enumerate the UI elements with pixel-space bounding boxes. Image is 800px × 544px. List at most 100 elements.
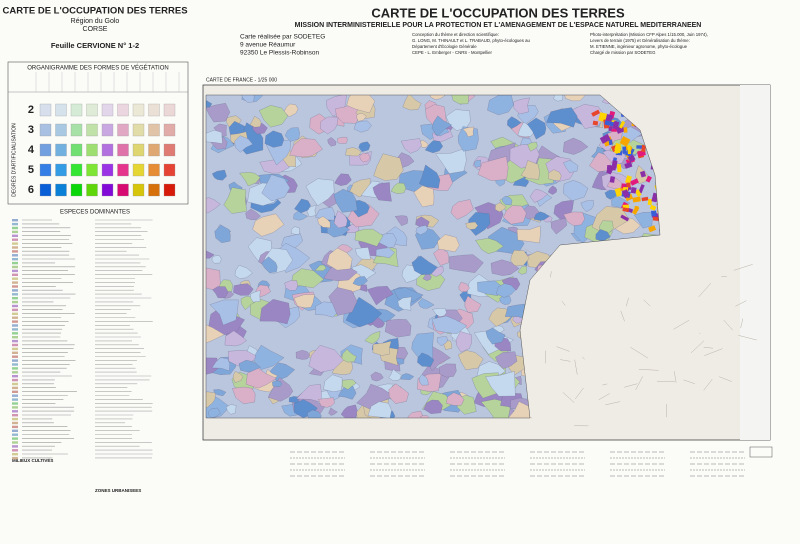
legend-swatch: [70, 143, 83, 157]
vegetation-patch: [595, 229, 611, 242]
list-swatch: [12, 429, 18, 432]
vegetation-patch: [580, 200, 594, 212]
list-swatch: [12, 367, 18, 370]
vegetation-patch: [334, 173, 352, 186]
vegetation-patch: [213, 123, 227, 137]
coastal-patch: [611, 128, 617, 132]
vegetation-patch: [388, 383, 409, 404]
vegetation-patch: [254, 345, 285, 370]
legend-swatch: [148, 103, 160, 117]
vegetation-patch: [437, 234, 460, 253]
vegetation-patch: [496, 283, 516, 298]
road: [625, 297, 629, 307]
vegetation-patch: [259, 105, 289, 128]
vegetation-patch: [239, 172, 261, 187]
coastal-patch: [627, 154, 636, 163]
vegetation-patch: [449, 254, 484, 273]
vegetation-patch: [457, 126, 479, 152]
vegetation-patch: [375, 247, 395, 259]
science-line: Département d'Écologie Générale: [412, 44, 477, 49]
science-line: Conception du thème et direction scienti…: [412, 32, 499, 37]
vegetation-patch: [436, 336, 449, 346]
vegetation-patch: [384, 319, 412, 338]
vegetation-patch: [438, 363, 457, 378]
list-swatch: [12, 258, 18, 261]
legend-swatch: [117, 103, 129, 117]
map-label: CARTE DE FRANCE - 1/25 000: [206, 77, 277, 83]
list-swatch: [12, 456, 18, 460]
road: [638, 369, 659, 371]
vegetation-patch: [370, 371, 384, 382]
vegetation-patch: [284, 127, 300, 142]
vegetation-patch: [477, 156, 509, 181]
vegetation-patch: [563, 211, 585, 226]
list-swatch: [12, 378, 18, 382]
legend-swatch: [55, 183, 67, 197]
list-swatch: [12, 250, 18, 253]
list-swatch: [12, 336, 18, 339]
list-swatch: [12, 234, 18, 237]
coastal-patch: [618, 120, 626, 129]
vegetation-patch: [553, 95, 564, 102]
list-swatch: [12, 254, 18, 257]
list-swatch: [12, 324, 18, 327]
vegetation-patch: [516, 225, 541, 244]
list-swatch: [12, 433, 18, 436]
legend-swatch: [101, 123, 114, 137]
legend-swatch: [55, 143, 67, 157]
road: [602, 383, 608, 386]
coastal-patch: [648, 225, 657, 233]
species-title: ESPECES DOMINANTES: [60, 210, 130, 216]
vegetation-patch: [261, 174, 291, 202]
coastal-patch: [591, 109, 601, 117]
vegetation-patch: [291, 226, 300, 235]
coastal-patch: [630, 186, 637, 194]
legend-swatch: [39, 163, 52, 177]
list-swatch: [12, 371, 18, 374]
vegetation-patch: [232, 371, 244, 383]
coastal-patch: [634, 205, 639, 211]
legend-swatch: [163, 143, 176, 157]
road: [630, 347, 648, 359]
vegetation-patch: [267, 377, 294, 402]
survey-line: M. ETIENNE, ingénieur agronome, phyto-éc…: [590, 44, 688, 49]
coastal-patch: [649, 204, 657, 211]
road: [620, 310, 625, 322]
left-sheet: Feuille CERVIONE N° 1-2: [51, 41, 139, 50]
road: [582, 356, 585, 360]
list-swatch: [12, 304, 18, 308]
road: [673, 371, 677, 383]
road: [723, 320, 733, 331]
vegetation-patch: [458, 281, 470, 292]
list-swatch: [12, 402, 18, 405]
vegetation-patch: [272, 380, 283, 388]
vegetation-patch: [250, 290, 261, 303]
list-swatch: [12, 351, 18, 354]
vegetation-patch: [495, 202, 507, 213]
list-swatch: [12, 425, 18, 429]
list-swatch: [12, 277, 18, 280]
degree-label: 5: [28, 164, 34, 176]
vegetation-patch: [446, 392, 465, 406]
vegetation-patch: [252, 213, 285, 237]
list-swatch: [12, 398, 18, 401]
coastal-patch: [641, 196, 649, 202]
coastal-patch: [605, 114, 613, 122]
vegetation-patch: [206, 391, 216, 409]
vegetation-patch: [353, 120, 372, 133]
list-swatch: [12, 390, 18, 393]
degree-label: 2: [28, 104, 34, 116]
axis-label: DEGRÉS D'ARTIFICIALISATION: [10, 123, 17, 197]
list-swatch: [12, 238, 18, 241]
vegetation-patch: [264, 130, 285, 148]
list-swatch: [12, 449, 18, 452]
legend-swatch: [39, 103, 52, 117]
coastal-patch: [625, 175, 632, 184]
vegetation-patch: [604, 189, 618, 200]
vegetation-patch: [517, 266, 527, 275]
vegetation-patch: [419, 164, 441, 189]
maker-line: 92350 Le Plessis-Robinson: [240, 50, 320, 57]
vegetation-patch: [373, 153, 404, 181]
list-swatch: [12, 312, 18, 315]
vegetation-patch: [293, 210, 308, 221]
